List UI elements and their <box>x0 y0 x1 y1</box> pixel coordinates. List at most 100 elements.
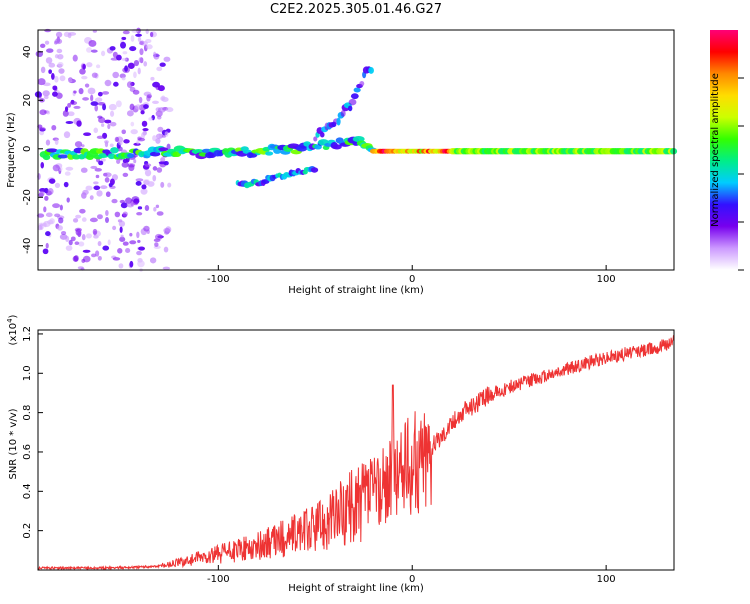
noise-speckle <box>141 120 148 127</box>
noise-speckle <box>108 103 117 111</box>
noise-speckle <box>118 140 123 146</box>
upper-branch-blob <box>350 93 359 100</box>
noise-speckle <box>88 40 97 47</box>
noise-speckle <box>52 91 58 97</box>
trace-blob <box>72 154 81 160</box>
noise-speckle <box>79 68 86 75</box>
noise-speckle <box>65 245 73 251</box>
noise-speckle <box>43 95 49 100</box>
noise-speckle <box>132 89 140 95</box>
noise-speckle <box>97 256 102 261</box>
noise-speckle <box>131 196 140 203</box>
noise-speckle <box>156 167 163 173</box>
noise-speckle <box>140 110 145 115</box>
noise-speckle <box>129 240 137 245</box>
noise-speckle <box>42 248 49 255</box>
noise-speckle <box>52 164 60 172</box>
noise-speckle <box>62 110 69 117</box>
noise-speckle <box>156 211 164 216</box>
noise-speckle <box>90 94 94 102</box>
trace-blob <box>46 148 58 153</box>
noise-speckle <box>63 131 71 139</box>
snr-series-line <box>37 335 675 571</box>
spectrogram-y-tick-label: 40 <box>22 45 33 58</box>
noise-speckle <box>135 104 142 110</box>
noise-speckle <box>104 172 112 178</box>
noise-speckle <box>44 40 50 45</box>
noise-speckle <box>138 96 143 104</box>
noise-speckle <box>54 213 61 218</box>
noise-speckle <box>137 67 141 75</box>
noise-speckle <box>137 36 142 43</box>
noise-speckle <box>51 73 55 80</box>
noise-speckle <box>121 129 126 135</box>
upper-branch-blob <box>353 87 361 93</box>
noise-speckle <box>160 181 165 188</box>
noise-speckle <box>122 172 129 177</box>
noise-speckle <box>45 242 49 249</box>
noise-speckle <box>48 69 52 74</box>
noise-speckle <box>137 206 143 210</box>
noise-speckle <box>163 227 170 234</box>
noise-speckle <box>45 231 51 237</box>
noise-speckle <box>121 57 128 61</box>
noise-speckle <box>58 217 64 224</box>
snr-y-tick-label: 0.8 <box>22 405 33 421</box>
noise-speckle <box>93 181 99 185</box>
noise-speckle <box>86 47 93 53</box>
noise-speckle <box>90 49 98 53</box>
noise-speckle <box>91 72 98 78</box>
noise-speckle <box>143 61 148 67</box>
noise-speckle <box>155 204 160 209</box>
noise-speckle <box>135 181 142 186</box>
colorbar-gradient <box>710 30 738 270</box>
noise-speckle <box>126 110 134 117</box>
noise-speckle <box>60 231 67 236</box>
noise-speckle <box>122 51 128 55</box>
noise-speckle <box>150 76 155 81</box>
noise-speckle <box>63 181 69 188</box>
noise-speckle <box>73 255 79 262</box>
noise-speckle <box>81 144 85 148</box>
noise-speckle <box>160 96 165 101</box>
noise-speckle <box>37 225 43 231</box>
noise-speckle <box>77 229 82 237</box>
snr-x-tick-label: 0 <box>409 574 415 585</box>
snr-frame <box>37 329 675 571</box>
noise-speckle <box>137 137 146 142</box>
noise-speckle <box>138 246 146 251</box>
noise-speckle <box>126 202 135 208</box>
noise-speckle <box>52 85 58 91</box>
noise-speckle <box>39 190 45 197</box>
noise-speckle <box>163 246 169 253</box>
noise-speckle <box>59 204 63 211</box>
noise-speckle <box>111 198 118 204</box>
noise-speckle <box>136 250 142 256</box>
noise-speckle <box>101 123 105 127</box>
spectrogram-y-tick-label: -20 <box>22 189 33 205</box>
noise-speckle <box>127 62 135 69</box>
snr-x-tick-label: -100 <box>207 574 230 585</box>
upper-branch-blob <box>319 131 325 138</box>
noise-speckle <box>54 138 59 145</box>
noise-speckle <box>72 54 78 62</box>
noise-speckle <box>126 81 133 88</box>
noise-speckle <box>163 161 169 166</box>
noise-speckle <box>130 129 138 135</box>
noise-speckle <box>80 167 88 173</box>
spectrogram-frame <box>37 29 675 271</box>
noise-speckle <box>129 46 137 52</box>
noise-speckle <box>121 161 129 168</box>
noise-speckle <box>165 107 174 113</box>
noise-speckle <box>133 59 140 67</box>
noise-speckle <box>82 189 89 195</box>
snr-y-tick-label: 0.6 <box>22 444 33 460</box>
noise-speckle <box>81 217 87 222</box>
noise-speckle <box>89 195 94 200</box>
noise-speckle <box>152 135 157 142</box>
noise-speckle <box>157 126 164 133</box>
spectrogram-y-tick-label: 0 <box>22 146 33 152</box>
spectrogram-y-tick-label: 20 <box>22 94 33 107</box>
